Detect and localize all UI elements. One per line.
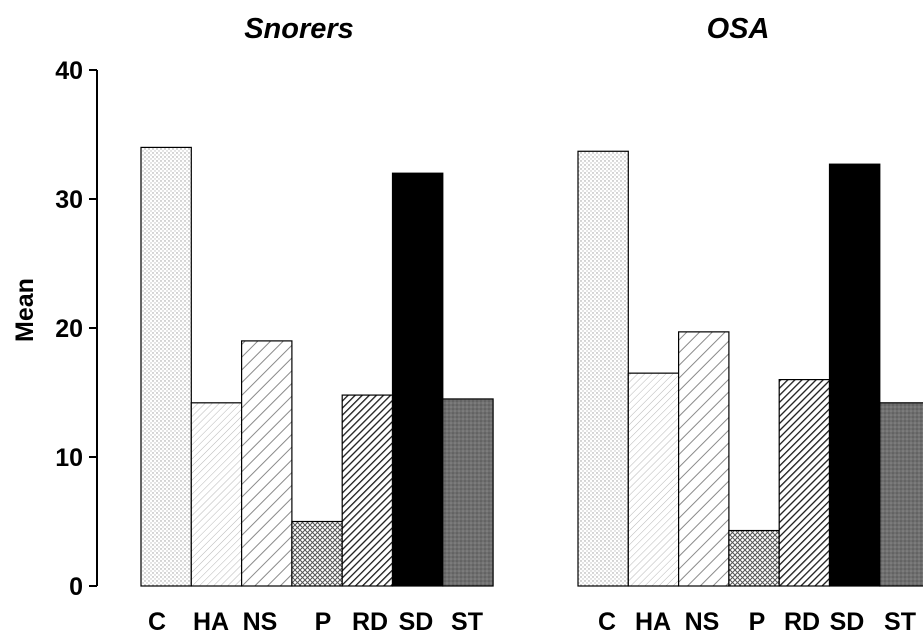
category-label-st: ST [451, 608, 483, 636]
category-label-c: C [148, 608, 166, 636]
bar-osa-c [577, 150, 629, 587]
bars-snorers [140, 146, 494, 587]
bar-snorers-ns [241, 340, 293, 587]
bar-osa-ha [627, 372, 680, 587]
bar-osa-st [879, 402, 923, 587]
category-label-ha: HA [635, 608, 671, 636]
bar-osa-ns [677, 331, 730, 587]
bar-snorers-p [291, 520, 343, 587]
category-labels-snorers: C HA NS P RD SD ST [148, 608, 483, 636]
bar-snorers-rd [341, 394, 394, 587]
bar-osa-p [728, 529, 780, 587]
y-tick-label: 40 [55, 57, 83, 85]
y-tick-label: 10 [55, 444, 83, 472]
bar-snorers-ha [190, 402, 243, 587]
category-label-ns: NS [243, 608, 278, 636]
y-tick-label: 20 [55, 315, 83, 343]
category-label-p: P [315, 608, 332, 636]
category-label-rd: RD [784, 608, 820, 636]
category-label-rd: RD [352, 608, 388, 636]
bar-snorers-sd [391, 172, 444, 587]
bar-snorers-st [442, 398, 494, 587]
category-label-c: C [598, 608, 616, 636]
bar-snorers-c [140, 146, 192, 587]
category-label-sd: SD [399, 608, 434, 636]
category-label-ns: NS [685, 608, 720, 636]
bar-osa-rd [778, 379, 831, 587]
y-axis-label: Mean [11, 278, 39, 342]
bar-osa-sd [828, 163, 881, 587]
y-tick-label: 30 [55, 186, 83, 214]
y-axis-ticks: 0 10 20 30 40 [55, 57, 97, 601]
chart-title-osa: OSA [707, 13, 770, 45]
y-tick-label: 0 [69, 573, 83, 601]
category-label-sd: SD [830, 608, 865, 636]
chart-title-snorers: Snorers [244, 13, 354, 45]
category-labels-osa: C HA NS P RD SD ST [598, 608, 916, 636]
bars-osa [577, 150, 923, 587]
category-label-ha: HA [193, 608, 229, 636]
category-label-p: P [749, 608, 766, 636]
category-label-st: ST [884, 608, 916, 636]
